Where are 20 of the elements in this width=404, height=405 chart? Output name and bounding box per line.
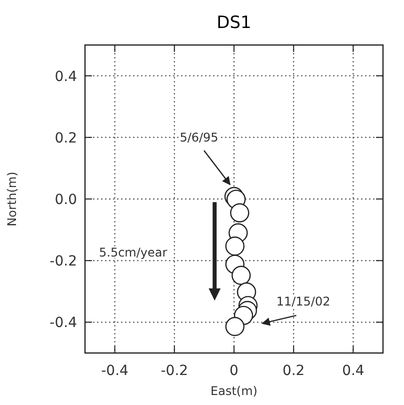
y-tick-label: 0.0 (54, 192, 77, 208)
y-tick-label: 0.2 (54, 130, 77, 146)
y-tick-label: -0.2 (50, 254, 77, 270)
point (230, 203, 250, 222)
x-tick-label: 0.4 (342, 363, 364, 379)
point (232, 266, 251, 285)
annotation: 5/6/95 (180, 130, 218, 145)
annotation: 11/15/02 (276, 294, 330, 308)
x-tick-label: 0 (230, 363, 238, 379)
y-axis-title: North(m) (5, 172, 19, 226)
annotation: 5.5cm/year (99, 246, 168, 260)
point (225, 236, 244, 256)
y-tick-label: -0.4 (50, 315, 78, 332)
x-tick-label: -0.4 (101, 363, 129, 379)
x-axis-title: East(m) (210, 384, 258, 398)
x-tick-label: 0.2 (282, 363, 305, 379)
chart-title: DS1 (216, 13, 252, 33)
point (225, 316, 244, 336)
x-tick-label: -0.2 (160, 363, 188, 379)
y-tick-label: 0.4 (54, 68, 78, 85)
